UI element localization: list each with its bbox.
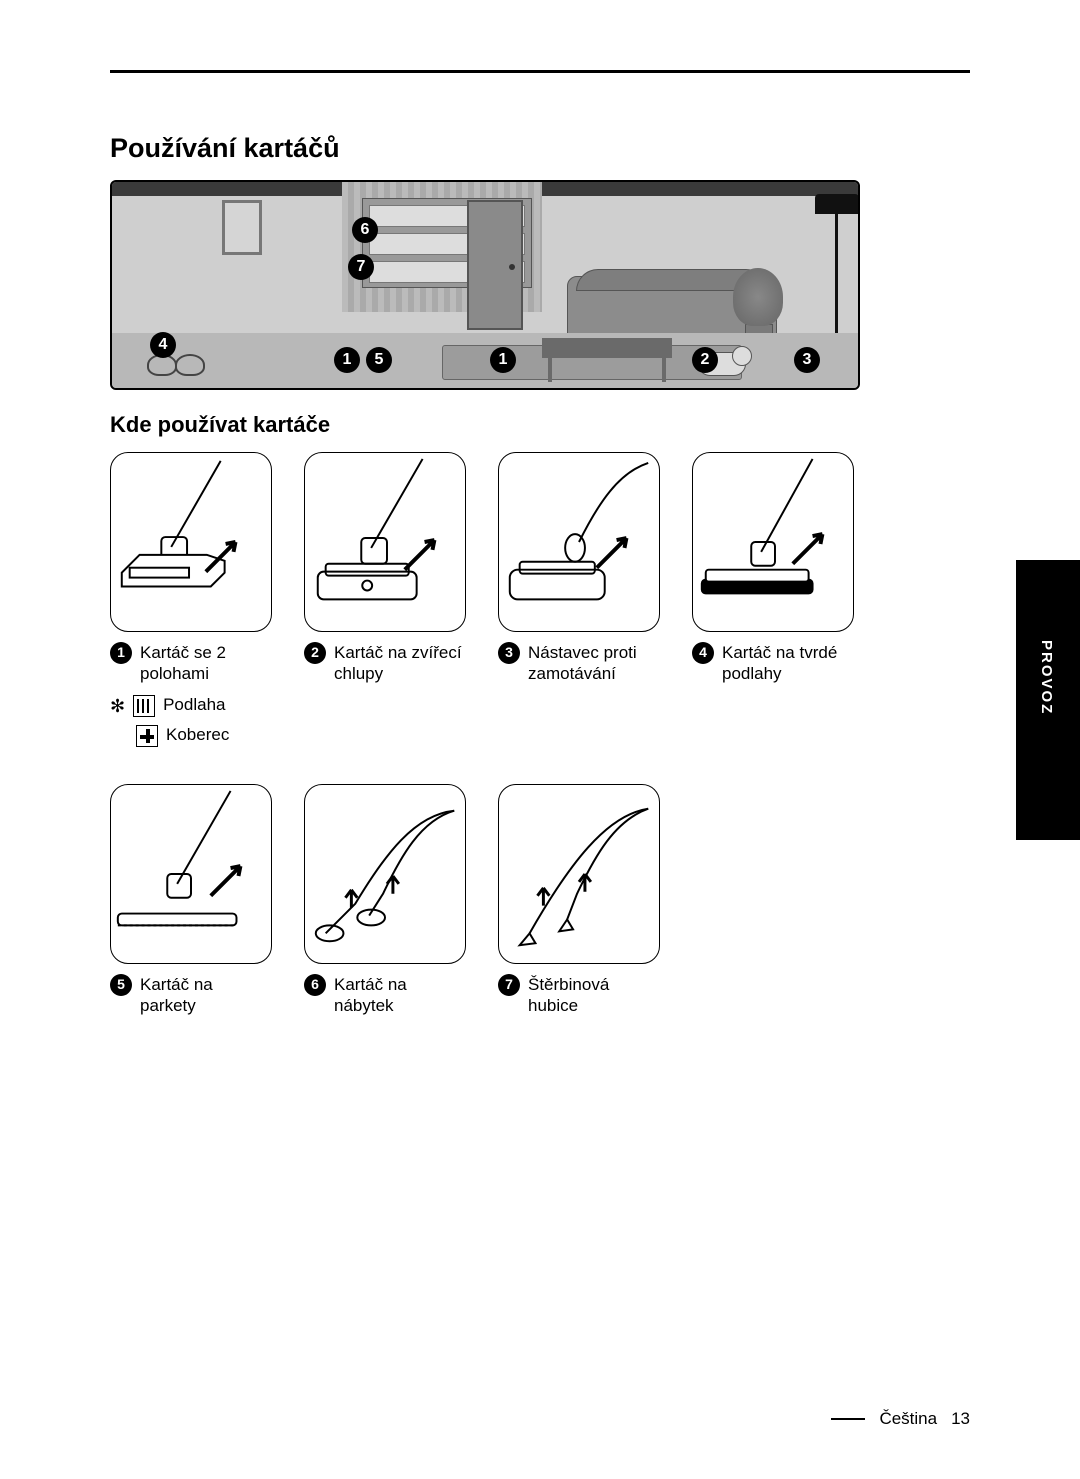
brush-illust-two-position <box>110 452 272 632</box>
brush-illust-anti-tangle <box>498 452 660 632</box>
extra-carpet-label: Koberec <box>166 721 229 750</box>
brush-num-2: 2 <box>304 642 326 664</box>
side-tab-label: PROVOZ <box>1038 640 1055 715</box>
room-illustration: 6 7 4 1 5 1 2 3 <box>110 180 860 390</box>
room-badge-1b: 1 <box>490 347 516 373</box>
brush-label-2: Kartáč na zvířecí chlupy <box>334 642 466 685</box>
brush-num-4: 4 <box>692 642 714 664</box>
brush-cell-6: 6 Kartáč na nábytek <box>304 784 466 1017</box>
footer-language: Čeština <box>879 1409 937 1429</box>
footer-rule <box>831 1418 865 1420</box>
section-title: Používání kartáčů <box>110 133 970 164</box>
brush-label-3: Nástavec proti zamotávání <box>528 642 660 685</box>
top-rule <box>110 70 970 73</box>
brush-extras-1: ✻ Podlaha Koberec <box>110 691 272 750</box>
brush-cell-1: 1 Kartáč se 2 polohami ✻ Podlaha Koberec <box>110 452 272 750</box>
brush-num-6: 6 <box>304 974 326 996</box>
extra-floor-label: Podlaha <box>163 691 225 720</box>
room-badge-3: 3 <box>794 347 820 373</box>
room-badge-5: 5 <box>366 347 392 373</box>
brush-label-1: Kartáč se 2 polohami <box>140 642 272 685</box>
footer: Čeština 13 <box>831 1409 970 1429</box>
footer-page: 13 <box>951 1409 970 1429</box>
brush-label-7: Štěrbinová hubice <box>528 974 660 1017</box>
room-badge-2: 2 <box>692 347 718 373</box>
subsection-title: Kde používat kartáče <box>110 412 970 438</box>
brush-cell-3: 3 Nástavec proti zamotávání <box>498 452 660 750</box>
brush-cell-2: 2 Kartáč na zvířecí chlupy <box>304 452 466 750</box>
room-badge-1a: 1 <box>334 347 360 373</box>
brush-num-1: 1 <box>110 642 132 664</box>
brush-num-5: 5 <box>110 974 132 996</box>
brush-num-3: 3 <box>498 642 520 664</box>
brush-illust-furniture <box>304 784 466 964</box>
brush-label-5: Kartáč na parkety <box>140 974 272 1017</box>
room-badge-6: 6 <box>352 217 378 243</box>
floor-icon <box>133 695 155 717</box>
brush-cell-4: 4 Kartáč na tvrdé podlahy <box>692 452 854 750</box>
asterisk-icon: ✻ <box>110 691 125 722</box>
brush-illust-pet-hair <box>304 452 466 632</box>
room-badge-7: 7 <box>348 254 374 280</box>
carpet-icon <box>136 725 158 747</box>
room-badge-4: 4 <box>150 332 176 358</box>
brush-label-4: Kartáč na tvrdé podlahy <box>722 642 854 685</box>
brush-illust-hard-floor <box>692 452 854 632</box>
brush-grid: 1 Kartáč se 2 polohami ✻ Podlaha Koberec <box>110 452 970 1016</box>
brush-illust-crevice <box>498 784 660 964</box>
brush-label-6: Kartáč na nábytek <box>334 974 466 1017</box>
brush-cell-7: 7 Štěrbinová hubice <box>498 784 660 1017</box>
brush-num-7: 7 <box>498 974 520 996</box>
brush-cell-5: 5 Kartáč na parkety <box>110 784 272 1017</box>
side-tab: PROVOZ <box>1016 560 1080 840</box>
brush-illust-parquet <box>110 784 272 964</box>
